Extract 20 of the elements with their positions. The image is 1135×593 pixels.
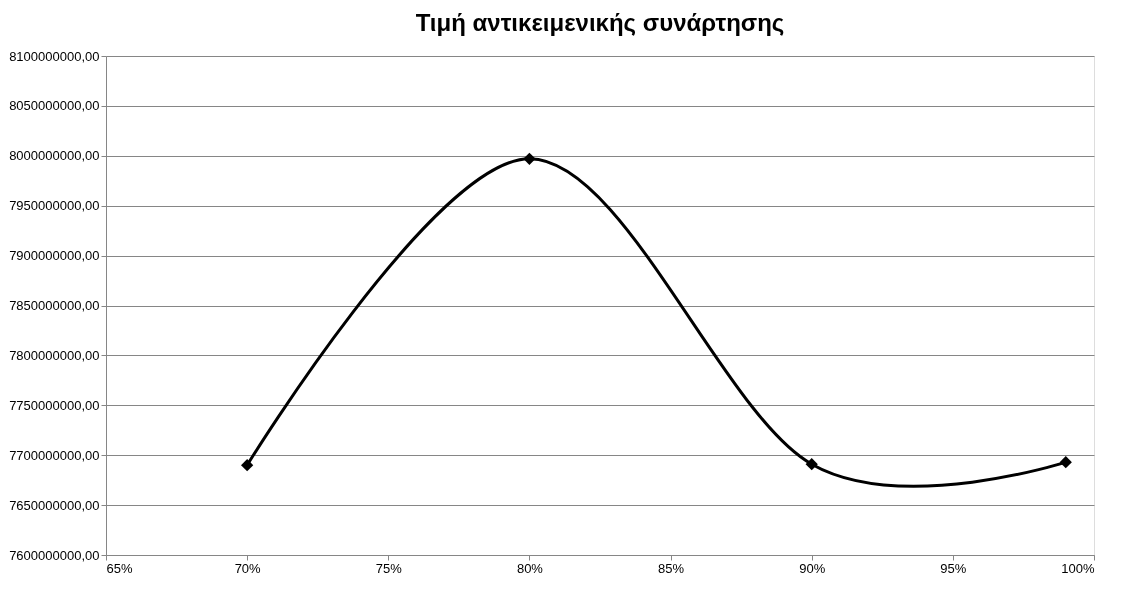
x-tick-label: 80%: [516, 560, 544, 576]
x-tick-label: 85%: [658, 560, 685, 576]
chart-title: Τιμή αντικειμενικής συνάρτησης: [415, 9, 785, 36]
x-tick-label: 95%: [940, 560, 967, 576]
y-tick-label: 7800000000,00: [9, 347, 100, 363]
x-tick-label: 75%: [375, 560, 403, 576]
y-tick-label: 7600000000,00: [9, 547, 100, 563]
y-tick-label: 8100000000,00: [9, 48, 100, 64]
y-tick-label: 7900000000,00: [9, 248, 100, 264]
x-tick-label: 65%: [106, 560, 133, 576]
x-tick-label: 70%: [234, 560, 262, 576]
y-tick-label: 7700000000,00: [9, 447, 100, 463]
y-tick-label: 7750000000,00: [9, 397, 100, 413]
y-tick-label: 7850000000,00: [9, 298, 100, 313]
y-tick-label: 8050000000,00: [9, 98, 100, 114]
x-tick-label: 90%: [799, 560, 826, 576]
y-tick-label: 7650000000,00: [9, 497, 100, 513]
y-tick-label: 8000000000,00: [9, 148, 100, 164]
y-tick-label: 7950000000,00: [9, 198, 100, 214]
x-tick-label: 100%: [1061, 560, 1095, 576]
